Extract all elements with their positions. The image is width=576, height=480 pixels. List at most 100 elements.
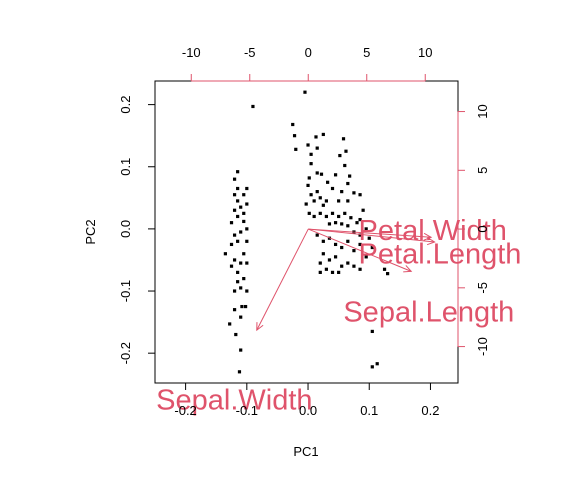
data-point [236, 270, 240, 274]
data-point [340, 245, 344, 250]
data-point [242, 211, 246, 215]
arrow-head [403, 265, 413, 273]
data-point [228, 322, 232, 326]
data-point [348, 174, 352, 178]
data-point [242, 252, 246, 256]
data-point [232, 177, 237, 181]
data-point [309, 152, 313, 156]
data-point [236, 239, 240, 243]
right-axis: -10 -5 0 5 10 [457, 104, 490, 356]
data-point [232, 258, 237, 262]
data-point [337, 270, 341, 274]
loading-arrow [256, 228, 309, 331]
data-point [361, 208, 365, 212]
loading-sepal-length: Sepal.Length [308, 228, 514, 328]
right-tick-label: 0 [475, 225, 490, 232]
y-tick-label: 0.1 [118, 158, 133, 176]
x-tick-label: -0.2 [174, 403, 196, 418]
points-layer [223, 90, 390, 374]
top-tick-label: -10 [182, 45, 201, 60]
data-point [346, 224, 350, 228]
top-tick-label: 0 [305, 45, 312, 60]
data-point [326, 180, 330, 184]
data-point [324, 214, 328, 219]
x-tick-label: 0.1 [360, 403, 378, 418]
arrows-layer: Petal.WidthPetal.LengthSepal.LengthSepal… [156, 215, 521, 416]
data-point [333, 221, 338, 225]
data-point [237, 370, 242, 374]
data-point [340, 222, 344, 226]
data-point [321, 252, 325, 256]
data-point [309, 193, 313, 197]
data-point [340, 264, 344, 268]
data-point [315, 146, 319, 150]
data-point [307, 176, 311, 180]
data-point [291, 122, 295, 127]
data-point [312, 199, 316, 203]
data-point [315, 233, 319, 237]
data-point [294, 147, 298, 151]
data-point [229, 242, 234, 247]
data-point [338, 153, 342, 158]
top-tick-label: 10 [418, 45, 432, 60]
data-point [292, 134, 297, 138]
right-tick-label: -5 [475, 282, 490, 294]
loading-sepal-width: Sepal.Width [156, 228, 313, 416]
data-point [352, 191, 356, 195]
data-point [229, 264, 234, 268]
data-point [245, 289, 249, 293]
x-tick-label: 0.0 [299, 403, 317, 418]
data-point [327, 222, 332, 226]
data-point [370, 245, 374, 250]
data-point [321, 239, 325, 243]
data-point [355, 221, 359, 225]
data-point [223, 252, 227, 256]
data-point [232, 308, 237, 312]
data-point [232, 289, 237, 293]
data-point [234, 332, 238, 337]
data-point [346, 199, 350, 203]
data-point [242, 193, 246, 197]
data-point [312, 214, 316, 219]
variable-label: Petal.Length [359, 239, 522, 271]
y-tick-label: -0.1 [118, 280, 133, 302]
data-point [382, 267, 387, 271]
data-point [346, 261, 350, 265]
data-point [343, 163, 347, 168]
data-point [239, 230, 243, 234]
top-axis: -10 -5 0 5 10 [182, 45, 432, 82]
data-point [236, 214, 240, 219]
data-point [306, 143, 310, 147]
data-point [343, 211, 347, 215]
data-point [367, 236, 371, 240]
y-tick-label: 0.0 [118, 220, 133, 238]
arrow-head [256, 322, 264, 332]
data-point [245, 261, 249, 265]
data-point [314, 135, 318, 139]
data-point [318, 211, 322, 215]
y-tick-label: -0.2 [118, 342, 133, 364]
data-point [330, 270, 335, 274]
data-point [318, 270, 322, 274]
data-point [346, 239, 350, 243]
data-point [306, 183, 310, 187]
data-point [240, 304, 244, 309]
arrow-head [423, 232, 433, 241]
loading-arrow [308, 228, 412, 272]
data-point [319, 172, 324, 176]
data-point [321, 132, 325, 137]
loading-arrow [308, 228, 432, 238]
data-point [333, 242, 338, 247]
data-point [346, 181, 350, 186]
data-point [315, 171, 319, 175]
bottom-axis: -0.2 -0.1 0.0 0.1 0.2 [174, 382, 439, 418]
data-point [358, 242, 362, 247]
data-point [352, 249, 356, 253]
arrow-head [426, 237, 436, 246]
data-point [239, 315, 243, 319]
loading-petal-length: Petal.Length [308, 228, 522, 271]
data-point [243, 304, 248, 309]
data-point [321, 203, 325, 207]
